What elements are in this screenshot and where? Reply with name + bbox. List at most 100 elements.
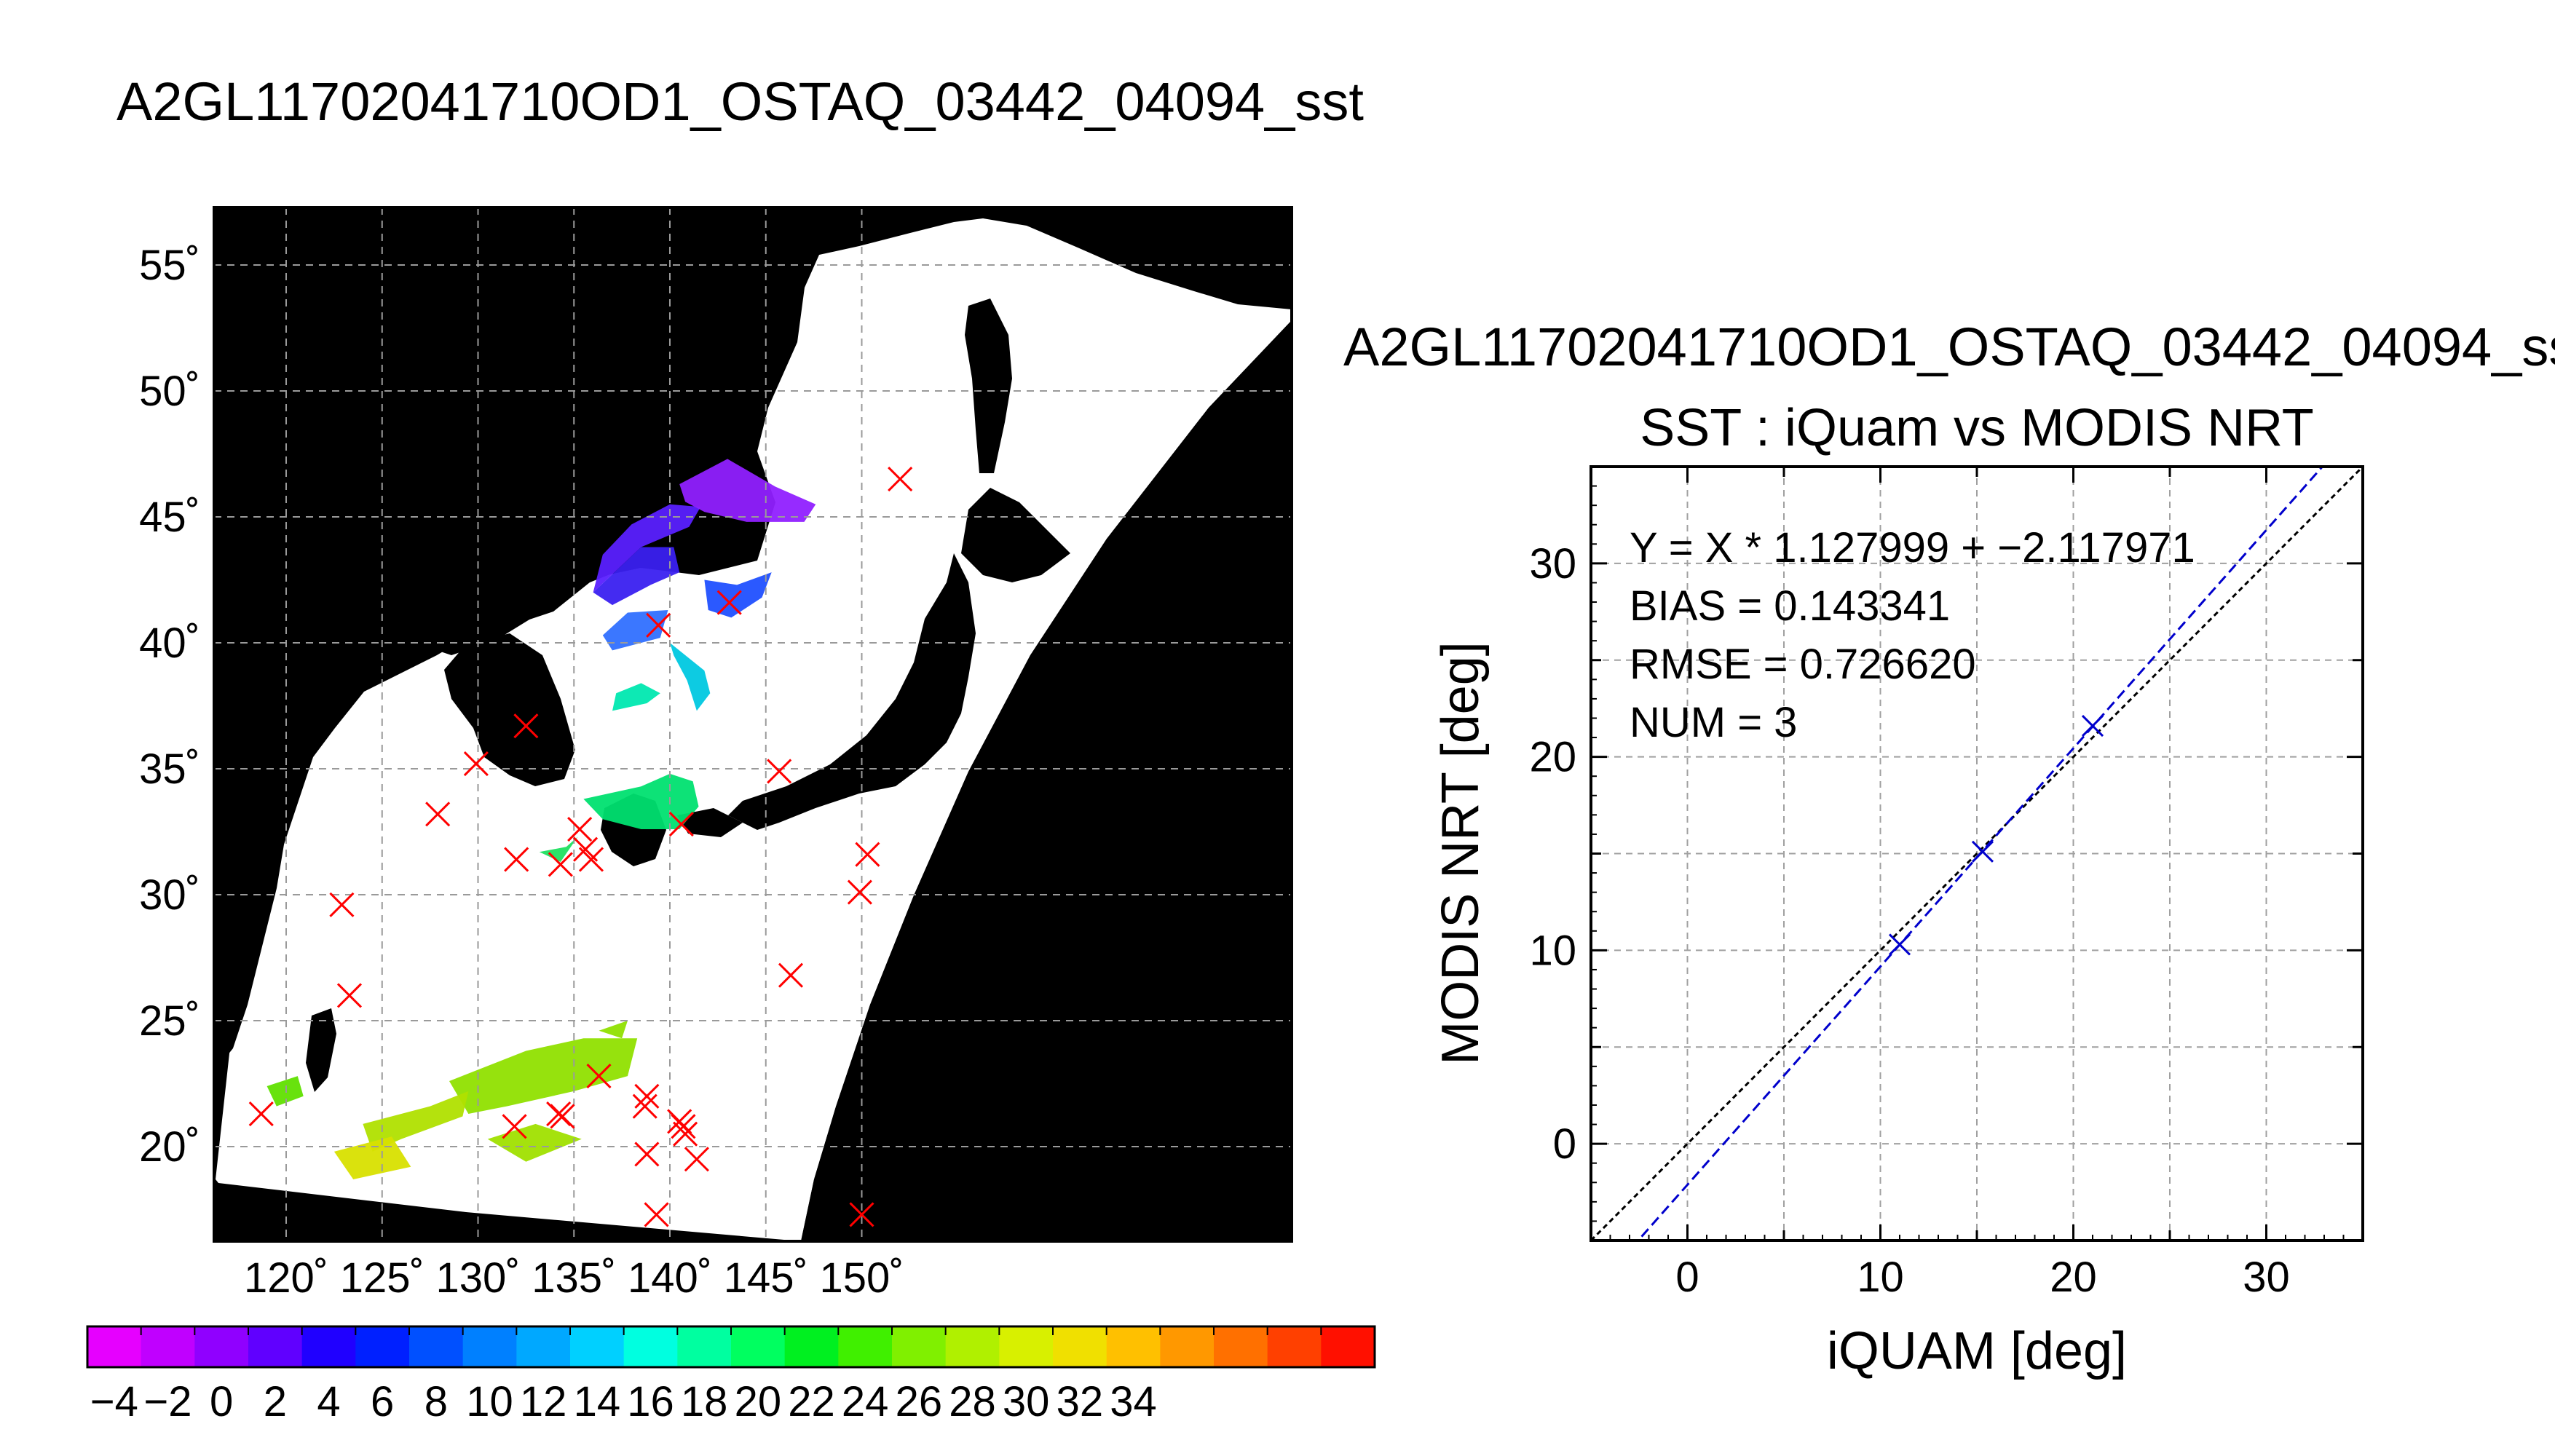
in-situ-markers xyxy=(248,467,913,1227)
point-stroke xyxy=(2081,715,2104,737)
in-situ-marker xyxy=(767,759,792,784)
colorbar-tick-label: −2 xyxy=(143,1378,191,1425)
rmse-value: RMSE = 0.726620 xyxy=(1630,641,1976,688)
in-situ-marker xyxy=(634,1142,660,1167)
marker-stroke xyxy=(578,847,604,872)
scatter-point xyxy=(2081,715,2104,737)
colorbar-cells xyxy=(87,1326,1375,1367)
colorbar-tick-label: 12 xyxy=(520,1378,567,1425)
in-situ-marker xyxy=(578,847,604,872)
in-situ-marker xyxy=(667,1109,692,1134)
colorbar-tick-label: 24 xyxy=(842,1378,889,1425)
in-situ-marker xyxy=(504,847,529,872)
point-stroke xyxy=(1971,840,1994,863)
marker-stroke xyxy=(463,751,489,777)
marker-stroke xyxy=(329,892,355,917)
land-japan-honshu xyxy=(728,553,976,830)
marker-stroke xyxy=(716,590,742,615)
marker-stroke xyxy=(632,1093,657,1119)
land-japan-shikoku xyxy=(677,808,743,837)
marker-stroke xyxy=(684,1147,709,1172)
marker-stroke xyxy=(668,812,694,837)
marker-stroke xyxy=(548,852,573,877)
colorbar-tick-label: 16 xyxy=(627,1378,674,1425)
scatter-title: SST : iQuam vs MODIS NRT xyxy=(1640,399,2314,457)
land-hokkaido xyxy=(961,488,1070,582)
sst-patch xyxy=(449,1038,638,1114)
y-tick-label: 30 xyxy=(1529,540,1576,587)
in-situ-marker xyxy=(673,1121,698,1147)
marker-stroke xyxy=(778,962,804,988)
in-situ-marker xyxy=(855,842,880,867)
colorbar-cell xyxy=(731,1326,786,1367)
scatter-panel: A2GL11702041710OD1_OSTAQ_03442_04094_sst… xyxy=(1343,317,2555,1380)
colorbar-cell xyxy=(1321,1326,1375,1367)
sst-patch xyxy=(266,1076,304,1107)
colorbar-cell xyxy=(1160,1326,1215,1367)
colorbar-tick-label: 10 xyxy=(466,1378,513,1425)
y-tick-label: 10 xyxy=(1529,927,1576,974)
fit-equation: Y = X * 1.127999 + −2.117971 xyxy=(1630,524,2195,571)
lon-tick-label: 145˚ xyxy=(724,1254,808,1302)
x-tick-label: 0 xyxy=(1675,1254,1699,1301)
marker-stroke xyxy=(572,836,599,862)
sst-patch xyxy=(679,459,816,522)
lon-tick-label: 135˚ xyxy=(532,1254,616,1302)
land-korea xyxy=(444,633,575,786)
lon-tick-label: 130˚ xyxy=(435,1254,520,1302)
marker-stroke xyxy=(502,1114,527,1139)
colorbar: −4 −2 0 2 4 6 8 10 12 14 16 18 20 22 24 26 28 30 32 34 xyxy=(86,1325,1376,1425)
lon-tick-label: 120˚ xyxy=(244,1254,328,1302)
x-tick-label: 10 xyxy=(1857,1254,1904,1301)
colorbar-tick-label: 34 xyxy=(1110,1378,1157,1425)
lon-tick-label: 140˚ xyxy=(628,1254,712,1302)
marker-stroke xyxy=(667,1109,692,1134)
marker-stroke xyxy=(849,1202,874,1227)
colorbar-cell xyxy=(248,1326,303,1367)
colorbar-cell xyxy=(516,1326,571,1367)
in-situ-marker xyxy=(567,816,593,842)
in-situ-marker xyxy=(425,802,451,827)
marker-stroke xyxy=(634,1083,660,1109)
marker-stroke xyxy=(546,1101,572,1127)
map-tick-labels: 120˚ 125˚ 130˚ 135˚ 140˚ 145˚ 150˚ 20˚ 25˚ 30˚ 35˚… xyxy=(139,242,904,1302)
in-situ-marker xyxy=(888,467,913,492)
colorbar-cell xyxy=(87,1326,142,1367)
scatter-point xyxy=(1971,840,1994,863)
sst-patch xyxy=(602,610,668,651)
in-situ-marker xyxy=(646,612,671,638)
lat-tick-label: 45˚ xyxy=(139,494,200,541)
marker-stroke xyxy=(248,1101,274,1127)
sst-patch xyxy=(612,683,660,711)
y-tick-label: 0 xyxy=(1553,1120,1576,1168)
sst-patch xyxy=(670,643,711,711)
main-title: A2GL11702041710OD1_OSTAQ_03442_04094_sst xyxy=(117,71,1364,132)
y-tick-label: 20 xyxy=(1529,734,1576,781)
lat-tick-label: 40˚ xyxy=(139,620,200,667)
colorbar-cell xyxy=(892,1326,947,1367)
point-stroke xyxy=(1888,933,1911,956)
colorbar-tick-label: 0 xyxy=(210,1378,233,1425)
marker-stroke xyxy=(586,1064,612,1089)
lat-tick-label: 35˚ xyxy=(139,745,200,793)
colorbar-frame xyxy=(86,1325,1376,1369)
colorbar-tick-label: 20 xyxy=(735,1378,782,1425)
colorbar-tick-label: −4 xyxy=(90,1378,138,1425)
land-sakhalin xyxy=(965,298,1012,473)
colorbar-tick-label: 26 xyxy=(896,1378,943,1425)
scatter-grid xyxy=(1590,465,2364,1242)
marker-stroke xyxy=(855,842,880,867)
colorbar-cell xyxy=(1214,1326,1268,1367)
colorbar-cell xyxy=(677,1326,732,1367)
map-grid xyxy=(214,207,1292,1241)
colorbar-tick-label: 22 xyxy=(788,1378,835,1425)
sst-patch xyxy=(363,1091,469,1152)
scatter-suptitle: A2GL11702041710OD1_OSTAQ_03442_04094_sst xyxy=(1343,317,2555,377)
in-situ-marker xyxy=(329,892,355,917)
marker-stroke xyxy=(513,713,539,739)
sst-patch xyxy=(593,504,701,593)
land-china-coast xyxy=(216,207,772,1070)
swath-edge-black xyxy=(801,320,1292,1241)
colorbar-cell xyxy=(838,1326,893,1367)
